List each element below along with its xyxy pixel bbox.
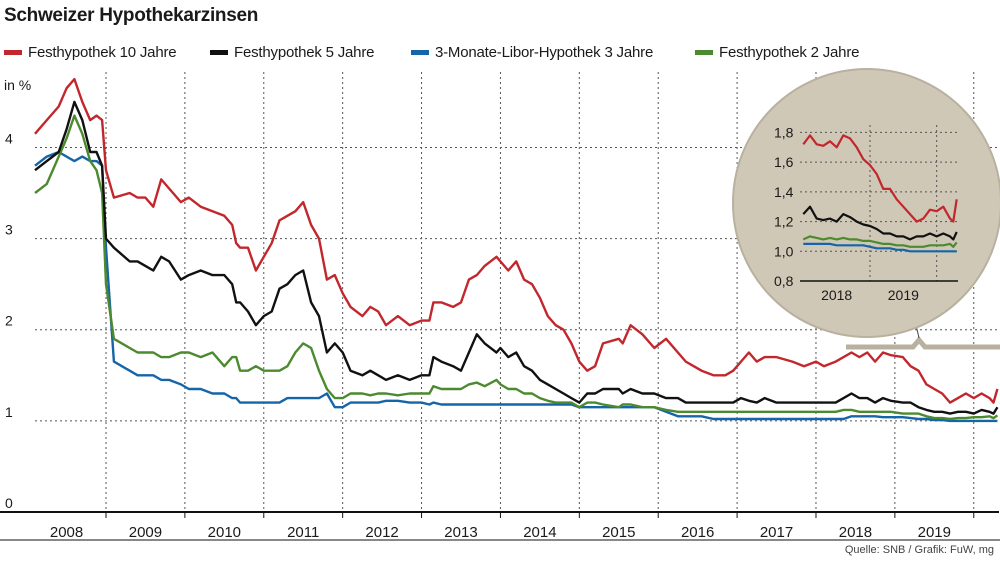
inset-circle — [732, 68, 1000, 338]
y-tick-label: 0 — [5, 495, 13, 511]
x-tick-label: 2019 — [918, 524, 951, 541]
gridlines — [35, 72, 999, 512]
legend-swatch-fest2 — [695, 50, 713, 55]
inset-series-line-fest10 — [802, 134, 958, 223]
inset-chart: 0,8 1,0 1,2 1,4 1,6 1,8 2018 2019 — [774, 124, 958, 303]
inset-y-tick-label: 0,8 — [774, 273, 794, 289]
legend-item-libor: 3-Monate-Libor-Hypothek 3 Jahre — [411, 44, 653, 61]
legend-label-libor: 3-Monate-Libor-Hypothek 3 Jahre — [435, 44, 654, 61]
inset-y-tick-label: 1,0 — [774, 243, 794, 259]
inset-x-tick-label: 2019 — [888, 287, 919, 303]
x-tick-label: 2008 — [50, 524, 83, 541]
x-tick-label: 2016 — [681, 524, 714, 541]
x-tick-label: 2012 — [365, 524, 398, 541]
x-tick-label: 2010 — [208, 524, 241, 541]
source-note: Quelle: SNB / Grafik: FuW, mg — [844, 544, 994, 556]
legend-label-fest2: Festhypothek 2 Jahre — [719, 44, 860, 61]
legend: Festhypothek 10 Jahre Festhypothek 5 Jah… — [0, 44, 1000, 66]
inset-y-tick-label: 1,6 — [774, 154, 794, 170]
legend-item-fest2: Festhypothek 2 Jahre — [695, 44, 859, 61]
legend-item-fest5: Festhypothek 5 Jahre — [210, 44, 374, 61]
inset-x-tick-label: 2018 — [821, 287, 852, 303]
legend-swatch-libor — [411, 50, 429, 55]
x-tick-label: 2014 — [523, 524, 556, 541]
y-tick-label: 1 — [5, 404, 13, 420]
chart-title: Schweizer Hypothekarzinsen — [4, 5, 259, 26]
series-line-fest10 — [34, 77, 999, 404]
series-line-fest2 — [34, 114, 999, 421]
inset-connector — [846, 336, 1000, 350]
inset-series-line-fest5 — [802, 205, 958, 241]
y-tick-label: 3 — [5, 222, 13, 238]
legend-label-fest10: Festhypothek 10 Jahre — [28, 44, 177, 61]
inset-series-line-fest2 — [802, 235, 958, 248]
series-line-libor — [34, 150, 998, 423]
legend-swatch-fest10 — [4, 50, 22, 55]
legend-swatch-fest5 — [210, 50, 228, 55]
inset-series-line-libor — [803, 242, 957, 253]
inset-y-tick-label: 1,2 — [774, 214, 794, 230]
x-tick-label: 2017 — [760, 524, 793, 541]
x-tick-label: 2015 — [602, 524, 635, 541]
y-tick-label: 2 — [5, 313, 13, 329]
y-axis-unit-label: in % — [4, 77, 32, 93]
x-tick-label: 2011 — [287, 524, 319, 541]
x-tick-label: 2013 — [444, 524, 477, 541]
series-line-fest5 — [34, 100, 999, 415]
x-tick-label: 2009 — [129, 524, 162, 541]
legend-item-fest10: Festhypothek 10 Jahre — [4, 44, 177, 61]
x-tick-label: 2018 — [839, 524, 872, 541]
legend-label-fest5: Festhypothek 5 Jahre — [234, 44, 375, 61]
y-tick-label: 4 — [5, 130, 13, 146]
inset-y-tick-label: 1,8 — [774, 124, 794, 140]
inset-y-tick-label: 1,4 — [774, 184, 794, 200]
